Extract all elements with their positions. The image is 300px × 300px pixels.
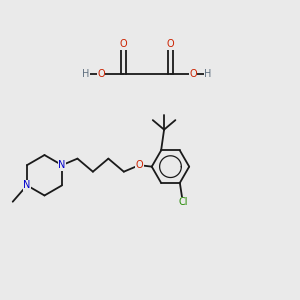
Text: N: N [23,180,31,190]
Text: H: H [204,69,211,79]
Text: Cl: Cl [178,197,188,207]
Text: O: O [189,69,197,79]
Text: O: O [136,160,143,170]
Text: O: O [119,40,127,50]
Text: O: O [97,69,105,79]
Text: N: N [58,160,66,170]
Text: O: O [167,40,175,50]
Text: H: H [82,69,90,79]
